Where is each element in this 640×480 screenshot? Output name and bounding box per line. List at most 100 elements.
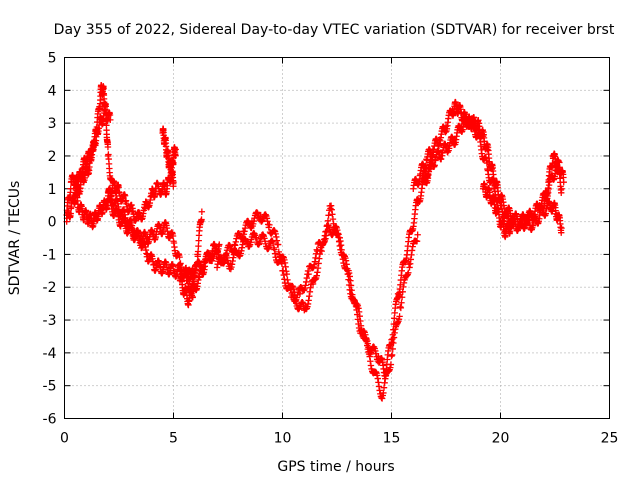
data-point bbox=[96, 103, 103, 110]
data-point bbox=[200, 257, 208, 265]
data-point bbox=[89, 218, 97, 225]
data-point bbox=[148, 192, 155, 199]
y-tick-label: -4 bbox=[43, 346, 57, 362]
data-point bbox=[85, 165, 92, 173]
data-point bbox=[391, 315, 398, 322]
y-tick-label: 1 bbox=[48, 182, 57, 198]
data-point bbox=[74, 182, 81, 189]
data-point bbox=[388, 352, 395, 360]
data-point bbox=[150, 261, 158, 268]
data-point bbox=[549, 152, 557, 160]
data-point bbox=[370, 369, 378, 376]
data-point bbox=[464, 116, 471, 124]
data-point bbox=[176, 253, 183, 261]
y-tick-labels: -6 -5 -4 -3 -2 -1 0 1 2 3 4 5 bbox=[43, 51, 57, 428]
data-point bbox=[292, 297, 299, 304]
data-point bbox=[318, 247, 325, 255]
data-point bbox=[530, 221, 537, 229]
data-point bbox=[163, 264, 171, 271]
data-point bbox=[540, 201, 548, 209]
data-point bbox=[172, 146, 179, 153]
data-point bbox=[78, 165, 86, 173]
y-tick-label: -1 bbox=[43, 247, 57, 263]
data-point bbox=[301, 307, 308, 314]
data-point bbox=[449, 106, 456, 114]
data-point bbox=[111, 182, 118, 189]
y-tick-label: 2 bbox=[48, 149, 57, 165]
data-point bbox=[157, 264, 164, 271]
data-point bbox=[209, 251, 216, 258]
data-point bbox=[157, 224, 164, 232]
data-point bbox=[458, 123, 465, 130]
data-point bbox=[257, 211, 264, 219]
data-point bbox=[436, 136, 443, 143]
data-point bbox=[401, 257, 408, 265]
data-point bbox=[98, 205, 105, 212]
data-point bbox=[484, 146, 491, 153]
data-point bbox=[122, 198, 129, 206]
data-points bbox=[63, 82, 567, 402]
data-point bbox=[163, 224, 171, 232]
data-point bbox=[324, 223, 331, 230]
data-point bbox=[389, 345, 396, 353]
data-point bbox=[305, 270, 312, 278]
data-point bbox=[549, 201, 557, 209]
data-point bbox=[545, 179, 552, 186]
y-tick-label: -6 bbox=[43, 412, 57, 428]
data-point bbox=[91, 139, 99, 147]
data-point bbox=[266, 221, 273, 229]
data-point bbox=[121, 192, 129, 199]
data-point bbox=[94, 211, 101, 219]
data-point bbox=[159, 129, 166, 137]
data-point bbox=[425, 165, 432, 173]
x-tick-label: 20 bbox=[492, 431, 510, 447]
data-point bbox=[67, 185, 74, 192]
data-point bbox=[144, 234, 151, 242]
data-point bbox=[431, 156, 439, 163]
data-point bbox=[165, 159, 173, 166]
data-point bbox=[270, 244, 277, 252]
data-point bbox=[442, 123, 450, 130]
data-point bbox=[288, 293, 295, 301]
data-point bbox=[100, 90, 107, 97]
data-point bbox=[102, 110, 110, 117]
data-point bbox=[67, 205, 75, 212]
data-point bbox=[407, 228, 415, 235]
data-series bbox=[184, 160, 434, 380]
data-point bbox=[161, 136, 168, 143]
data-point bbox=[181, 287, 188, 294]
data-point bbox=[396, 313, 403, 320]
data-point bbox=[451, 136, 458, 143]
data-point bbox=[390, 339, 397, 347]
data-point bbox=[83, 156, 90, 163]
data-point bbox=[176, 262, 183, 269]
data-point bbox=[553, 211, 561, 219]
data-point bbox=[553, 162, 561, 169]
data-point bbox=[274, 241, 282, 248]
data-point bbox=[195, 242, 202, 250]
data-point bbox=[387, 361, 395, 368]
data-point bbox=[104, 152, 112, 160]
data-point bbox=[410, 185, 417, 192]
data-point bbox=[309, 280, 317, 288]
data-point bbox=[80, 211, 88, 219]
y-tick-label: -5 bbox=[43, 379, 57, 395]
data-point bbox=[239, 235, 246, 242]
data-point bbox=[558, 185, 565, 192]
data-point bbox=[198, 216, 205, 223]
data-point bbox=[150, 231, 158, 238]
x-tick-label: 0 bbox=[60, 431, 69, 447]
data-point bbox=[484, 188, 491, 196]
data-point bbox=[429, 146, 437, 153]
data-point bbox=[536, 211, 543, 219]
data-point bbox=[283, 270, 291, 278]
data-series bbox=[214, 202, 421, 402]
data-point bbox=[103, 116, 110, 124]
y-tick-label: 5 bbox=[48, 51, 57, 67]
data-point bbox=[170, 179, 177, 186]
data-point bbox=[216, 241, 223, 248]
data-point bbox=[128, 201, 135, 209]
data-point bbox=[87, 152, 94, 160]
data-point bbox=[477, 142, 485, 150]
data-point bbox=[170, 238, 177, 245]
